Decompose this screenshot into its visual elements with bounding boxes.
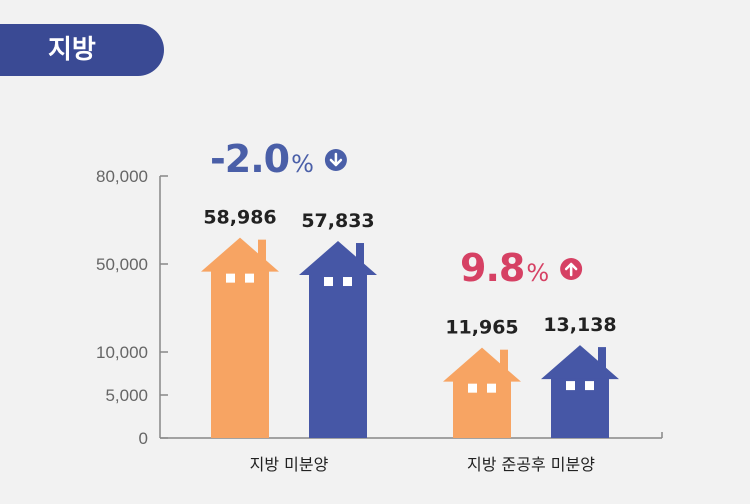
arrow-icon-glyph [329, 152, 343, 167]
bar-body [453, 380, 511, 438]
bar-house [443, 347, 521, 438]
change-unit: % [291, 150, 314, 178]
x-category-label: 지방 미분양 [250, 455, 329, 474]
change-number: 9.8 [460, 246, 524, 290]
bar-roof [541, 345, 619, 380]
bar-house [201, 237, 279, 438]
change-unit: % [526, 259, 549, 287]
page-title: 지방 [0, 24, 164, 76]
x-category-label: 지방 준공후 미분양 [467, 455, 595, 474]
bar-chimney [356, 243, 364, 270]
arrow-down-icon [324, 149, 347, 171]
change-indicators: -2.0%9.8% [210, 137, 583, 290]
bar-window [226, 273, 235, 283]
bar-roof [201, 237, 279, 272]
x-axis-categories: 지방 미분양 지방 준공후 미분양 [250, 455, 596, 474]
bar-body [551, 378, 609, 438]
data-label: 11,965 [445, 317, 518, 339]
chart-bars [201, 237, 619, 438]
bar-house [299, 241, 377, 438]
change-value: -2.0% [210, 137, 314, 181]
bar-window [343, 277, 352, 287]
data-label: 13,138 [543, 314, 616, 336]
y-axis-ticks: 0 5,000 10,000 50,000 80,000 [96, 167, 168, 448]
bar-window [324, 277, 333, 287]
y-tick-label: 50,000 [96, 255, 148, 274]
bar-window [245, 273, 254, 283]
bar-house [541, 345, 619, 438]
arrow-up-icon [560, 258, 583, 280]
data-label: 58,986 [203, 207, 276, 229]
bar-chimney [500, 349, 508, 376]
bar-chimney [598, 347, 606, 374]
bar-roof [299, 241, 377, 276]
bar-body [309, 274, 367, 438]
bar-window [585, 381, 594, 391]
y-tick-label: 80,000 [96, 167, 148, 186]
change-value: 9.8% [460, 246, 549, 290]
change-number: -2.0 [210, 137, 289, 181]
bar-roof [443, 347, 521, 382]
arrow-icon-glyph [564, 262, 578, 277]
bar-window [487, 383, 496, 393]
y-tick-label: 10,000 [96, 343, 148, 362]
y-tick-label: 0 [139, 429, 148, 448]
data-label: 57,833 [301, 210, 374, 232]
bar-chimney [258, 239, 266, 266]
chart-data-labels: 58,986 57,833 11,965 13,138 [203, 207, 616, 339]
bar-window [566, 381, 575, 391]
bar-body [211, 270, 269, 438]
bar-window [468, 383, 477, 393]
y-tick-label: 5,000 [105, 386, 148, 405]
